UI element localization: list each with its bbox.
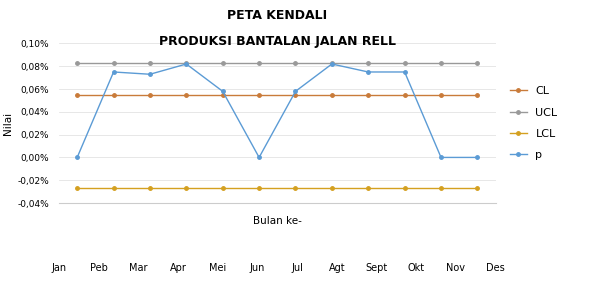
UCL [183,61,190,65]
Text: PRODUKSI BANTALAN JALAN RELL: PRODUKSI BANTALAN JALAN RELL [159,35,396,48]
p [292,90,299,93]
Text: Mei: Mei [209,263,227,273]
p [437,156,444,159]
LCL [328,186,335,190]
Text: Apr: Apr [170,263,186,273]
Text: Okt: Okt [408,263,425,273]
LCL [74,186,81,190]
Legend: CL, UCL, LCL, p: CL, UCL, LCL, p [510,86,558,160]
p [183,62,190,66]
p [110,70,117,74]
p [401,70,408,74]
Y-axis label: Nilai: Nilai [4,112,14,135]
Text: Des: Des [486,263,505,273]
CL [474,93,481,97]
CL [328,93,335,97]
Line: p: p [76,62,479,159]
LCL [255,186,263,190]
CL [292,93,299,97]
LCL [365,186,372,190]
p [74,156,81,159]
UCL [146,61,153,65]
p [474,156,481,159]
Text: Nov: Nov [447,263,466,273]
CL [255,93,263,97]
Text: Peb: Peb [90,263,107,273]
UCL [437,61,444,65]
X-axis label: Bulan ke-: Bulan ke- [253,215,301,226]
CL [110,93,117,97]
LCL [437,186,444,190]
LCL [474,186,481,190]
CL [146,93,153,97]
CL [74,93,81,97]
UCL [474,61,481,65]
UCL [328,61,335,65]
Line: CL: CL [76,93,479,97]
Text: Sept: Sept [365,263,388,273]
Text: Agt: Agt [329,263,345,273]
UCL [255,61,263,65]
LCL [219,186,226,190]
CL [365,93,372,97]
UCL [219,61,226,65]
CL [401,93,408,97]
p [328,62,335,66]
UCL [401,61,408,65]
p [255,156,263,159]
Line: UCL: UCL [76,61,479,65]
LCL [401,186,408,190]
p [365,70,372,74]
CL [437,93,444,97]
Line: LCL: LCL [76,186,479,190]
CL [183,93,190,97]
LCL [183,186,190,190]
UCL [292,61,299,65]
CL [219,93,226,97]
LCL [110,186,117,190]
UCL [110,61,117,65]
Text: Jun: Jun [250,263,265,273]
Text: Mar: Mar [129,263,148,273]
LCL [146,186,153,190]
p [219,90,226,93]
Text: Jul: Jul [291,263,303,273]
Text: Jan: Jan [51,263,67,273]
UCL [74,61,81,65]
LCL [292,186,299,190]
UCL [365,61,372,65]
Text: PETA KENDALI: PETA KENDALI [227,9,327,22]
p [146,72,153,76]
